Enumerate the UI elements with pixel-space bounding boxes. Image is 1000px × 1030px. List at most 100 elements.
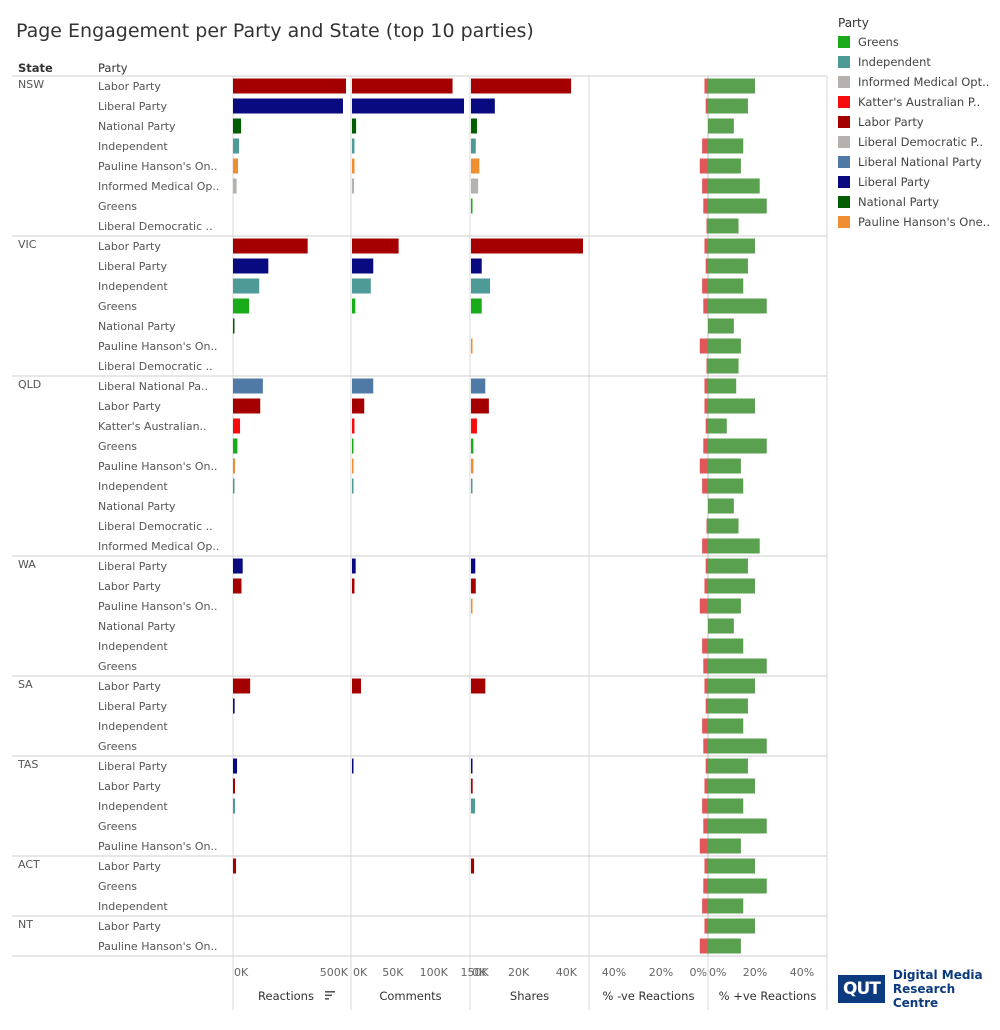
pos-bar (708, 818, 767, 834)
pos-bar (708, 598, 741, 614)
comments-bar (352, 178, 355, 194)
neg-bar (702, 538, 708, 554)
legend-item[interactable]: Liberal Democratic P.. (838, 132, 998, 152)
legend-label: Labor Party (858, 115, 924, 129)
qut-logo: QUT Digital Media Research Centre (838, 968, 1000, 1010)
party-label: Liberal Democratic .. (98, 520, 213, 533)
comments-bar (352, 238, 399, 254)
reactions-bar (233, 258, 269, 274)
neg-bar (706, 218, 708, 234)
reactions-bar (233, 298, 250, 314)
pos-bar (708, 838, 741, 854)
axis-tick-label: 20% (649, 966, 673, 979)
shares-bar (471, 238, 583, 254)
neg-bar (703, 298, 708, 314)
shares-bar (471, 478, 473, 494)
party-label: National Party (98, 320, 176, 333)
axis-tick-label: 0% (690, 966, 707, 979)
neg-bar (702, 178, 708, 194)
party-label: Independent (98, 900, 168, 913)
comments-bar (352, 458, 354, 474)
pos-bar (708, 378, 737, 394)
legend-swatch (838, 96, 850, 108)
comments-bar (352, 418, 355, 434)
pos-bar (708, 258, 748, 274)
reactions-bar (233, 798, 236, 814)
legend-item[interactable]: Independent (838, 52, 998, 72)
party-label: Liberal Party (98, 100, 167, 113)
neg-bar (705, 758, 708, 774)
reactions-bar (233, 438, 238, 454)
pos-bar (708, 78, 755, 94)
state-label: SA (18, 678, 33, 691)
state-label: ACT (18, 858, 40, 871)
pos-bar (708, 758, 748, 774)
party-label: Pauline Hanson's On.. (98, 460, 218, 473)
legend-item[interactable]: Greens (838, 32, 998, 52)
pos-bar (708, 98, 748, 114)
shares-bar (471, 598, 473, 614)
pos-bar (708, 738, 767, 754)
comments-bar (352, 138, 355, 154)
shares-bar (471, 778, 473, 794)
party-label: Labor Party (98, 920, 161, 933)
comments-bar (352, 758, 354, 774)
axis-tick-label: 40K (556, 966, 578, 979)
party-label: Liberal Democratic .. (98, 220, 213, 233)
reactions-bar (233, 238, 308, 254)
comments-bar (352, 158, 355, 174)
party-label: Informed Medical Op.. (98, 540, 219, 553)
sort-icon (325, 998, 329, 1000)
legend-item[interactable]: National Party (838, 192, 998, 212)
neg-bar (705, 258, 708, 274)
reactions-bar (233, 278, 260, 294)
neg-bar (699, 338, 708, 354)
axis-tick-label: 100K (420, 966, 449, 979)
state-label: NSW (18, 78, 44, 91)
party-label: Independent (98, 480, 168, 493)
party-label: Labor Party (98, 860, 161, 873)
legend-swatch (838, 76, 850, 88)
shares-bar (471, 298, 482, 314)
party-label: Liberal National Pa.. (98, 380, 208, 393)
pos-bar (708, 878, 767, 894)
comments-bar (352, 298, 356, 314)
legend-item[interactable]: Liberal Party (838, 172, 998, 192)
pos-bar (708, 898, 744, 914)
reactions-bar (233, 98, 343, 114)
party-label: Greens (98, 740, 137, 753)
pos-bar (708, 938, 741, 954)
neg-bar (702, 718, 708, 734)
header-state: State (18, 61, 53, 75)
comments-bar (352, 258, 374, 274)
legend-items: Greens Independent Informed Medical Opt.. K… (838, 32, 998, 232)
legend-item[interactable]: Labor Party (838, 112, 998, 132)
pos-bar (708, 698, 748, 714)
pos-bar (708, 798, 744, 814)
axis-title: % -ve Reactions (603, 989, 695, 1003)
reactions-bar (233, 378, 263, 394)
legend-item[interactable]: Katter's Australian P.. (838, 92, 998, 112)
legend-swatch (838, 36, 850, 48)
pos-bar (708, 718, 744, 734)
legend-item[interactable]: Liberal National Party (838, 152, 998, 172)
neg-bar (703, 658, 708, 674)
party-label: Independent (98, 280, 168, 293)
pos-bar (708, 198, 767, 214)
reactions-bar (233, 118, 242, 134)
pos-bar (708, 918, 755, 934)
pos-bar (708, 278, 744, 294)
reactions-bar (233, 158, 239, 174)
party-label: Greens (98, 880, 137, 893)
party-label: Greens (98, 300, 137, 313)
reactions-bar (233, 178, 237, 194)
legend-item[interactable]: Informed Medical Opt.. (838, 72, 998, 92)
pos-bar (708, 518, 739, 534)
neg-bar (703, 818, 708, 834)
pos-bar (708, 778, 755, 794)
pos-bar (708, 238, 755, 254)
axis-tick-label: 0K (234, 966, 249, 979)
legend-item[interactable]: Pauline Hanson's One.. (838, 212, 998, 232)
legend-swatch (838, 156, 850, 168)
shares-bar (471, 258, 482, 274)
